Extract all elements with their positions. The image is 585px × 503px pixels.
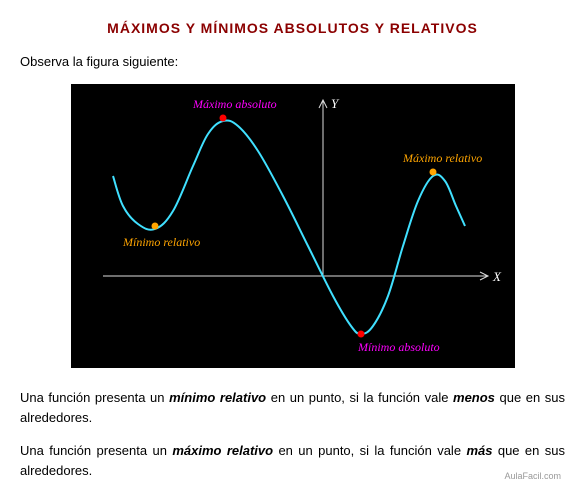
para1-term: mínimo relativo bbox=[169, 390, 266, 405]
para1-prefix: Una función presenta un bbox=[20, 390, 169, 405]
intro-text: Observa la figura siguiente: bbox=[20, 54, 565, 69]
para2-term2: más bbox=[466, 443, 492, 458]
page: MÁXIMOS Y MÍNIMOS ABSOLUTOS Y RELATIVOS … bbox=[20, 20, 565, 483]
para2-prefix: Una función presenta un bbox=[20, 443, 172, 458]
page-title: MÁXIMOS Y MÍNIMOS ABSOLUTOS Y RELATIVOS bbox=[20, 20, 565, 36]
para1-mid: en un punto, si la función vale bbox=[266, 390, 453, 405]
para2-mid: en un punto, si la función vale bbox=[273, 443, 466, 458]
para1-term2: menos bbox=[453, 390, 495, 405]
para2-term: máximo relativo bbox=[172, 443, 273, 458]
watermark: AulaFacil.com bbox=[504, 471, 561, 481]
paragraph-max-relativo: Una función presenta un máximo relativo … bbox=[20, 441, 565, 480]
svg-text:X: X bbox=[492, 269, 502, 284]
paragraph-min-relativo: Una función presenta un mínimo relativo … bbox=[20, 388, 565, 427]
svg-text:Máximo absoluto: Máximo absoluto bbox=[192, 97, 277, 111]
svg-text:Mínimo absoluto: Mínimo absoluto bbox=[357, 340, 440, 354]
extrema-chart: YXMáximo absolutoMáximo relativoMínimo r… bbox=[71, 84, 515, 368]
svg-text:Máximo relativo: Máximo relativo bbox=[402, 151, 482, 165]
svg-text:Mínimo relativo: Mínimo relativo bbox=[122, 235, 200, 249]
